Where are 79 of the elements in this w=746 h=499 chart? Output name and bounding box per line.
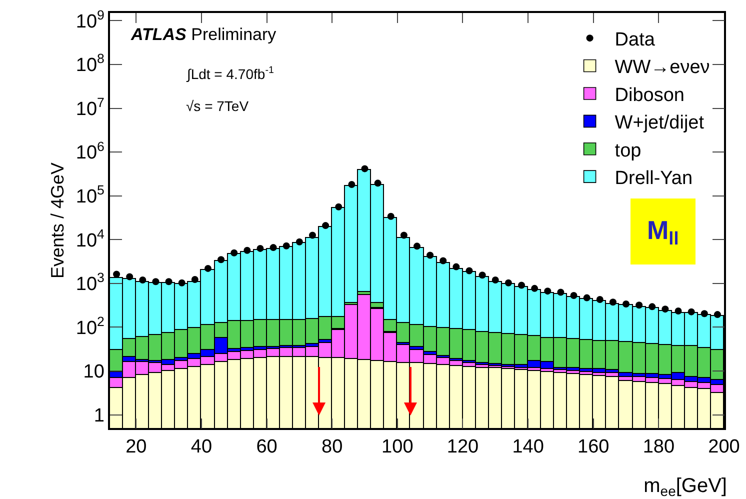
y-tick-label: 10$^{9}$ [76,7,104,32]
point [387,212,394,220]
point [230,249,238,256]
x-tick-label: 200 [708,436,740,458]
x-axis-title: m$_{ee}$[GeV] [644,474,727,499]
point [335,203,342,210]
annotation: √s = 7TeV [186,98,250,114]
point [544,288,552,295]
y-tick-label: 10$^{5}$ [76,182,104,208]
point [440,257,447,264]
point [204,264,212,272]
y-tick-label: 10 [83,362,104,383]
x-tick-label: 140 [512,436,544,458]
point [531,284,538,292]
x-tick-label: 100 [382,436,414,458]
x-tick-label: 120 [446,436,479,458]
annotation: M$_{ll}$ [647,215,679,248]
point [622,300,630,308]
point [152,278,160,286]
point [282,242,290,250]
point [218,256,225,264]
x-tick-label: 80 [322,436,343,458]
point [583,294,590,302]
point [700,310,708,318]
point [452,263,460,270]
y-tick-label: 1 [94,405,104,426]
annotation: ATLAS Preliminary [130,25,277,44]
x-tick-label: 180 [642,436,675,458]
legend-label: top [614,140,642,162]
x-tick-label: 40 [190,436,212,458]
point [400,232,408,239]
point [714,311,721,318]
point [178,279,186,286]
point [570,292,578,300]
annotation: ∫Ldt = 4.70fb$^{-1}$ [186,65,274,82]
point [518,282,526,289]
point [296,238,303,246]
y-tick-label: 10$^{2}$ [76,314,104,339]
point [126,273,134,280]
point [308,232,316,239]
legend-label: W+jet/dijet [614,112,705,134]
point [688,308,695,316]
point [165,278,172,286]
x-tick-label: 160 [578,436,610,458]
x-tick-label: 60 [256,436,278,458]
point [322,222,330,230]
y-axis-title: Events / 4GeV [48,162,68,279]
point [270,244,277,252]
point [478,272,486,279]
point [609,298,616,306]
point [636,302,643,309]
point [426,252,434,259]
point [492,276,499,284]
point [361,165,368,172]
y-tick-label: 10$^{6}$ [76,138,104,164]
point [557,288,564,296]
point [348,180,356,188]
y-tick-label: 10$^{4}$ [76,226,104,252]
y-tick-label: 10$^{7}$ [76,94,104,120]
point [113,270,120,278]
legend-label: Diboson [614,84,685,106]
legend-label: WW→eνeν [614,57,710,78]
point [648,303,656,310]
point [256,244,264,252]
y-tick-label: 10$^{8}$ [76,51,104,76]
point [504,279,512,286]
x-tick-label: 20 [126,436,147,458]
point [139,276,146,284]
legend-label: Drell-Yan [614,168,693,189]
y-tick-label: 10$^{3}$ [76,270,104,296]
point [414,242,420,250]
point [244,246,251,254]
legend-label: Data [614,29,656,50]
point [374,180,382,187]
point [596,296,604,303]
point [466,267,473,274]
point [662,306,669,313]
point [674,307,682,314]
point [191,276,198,284]
